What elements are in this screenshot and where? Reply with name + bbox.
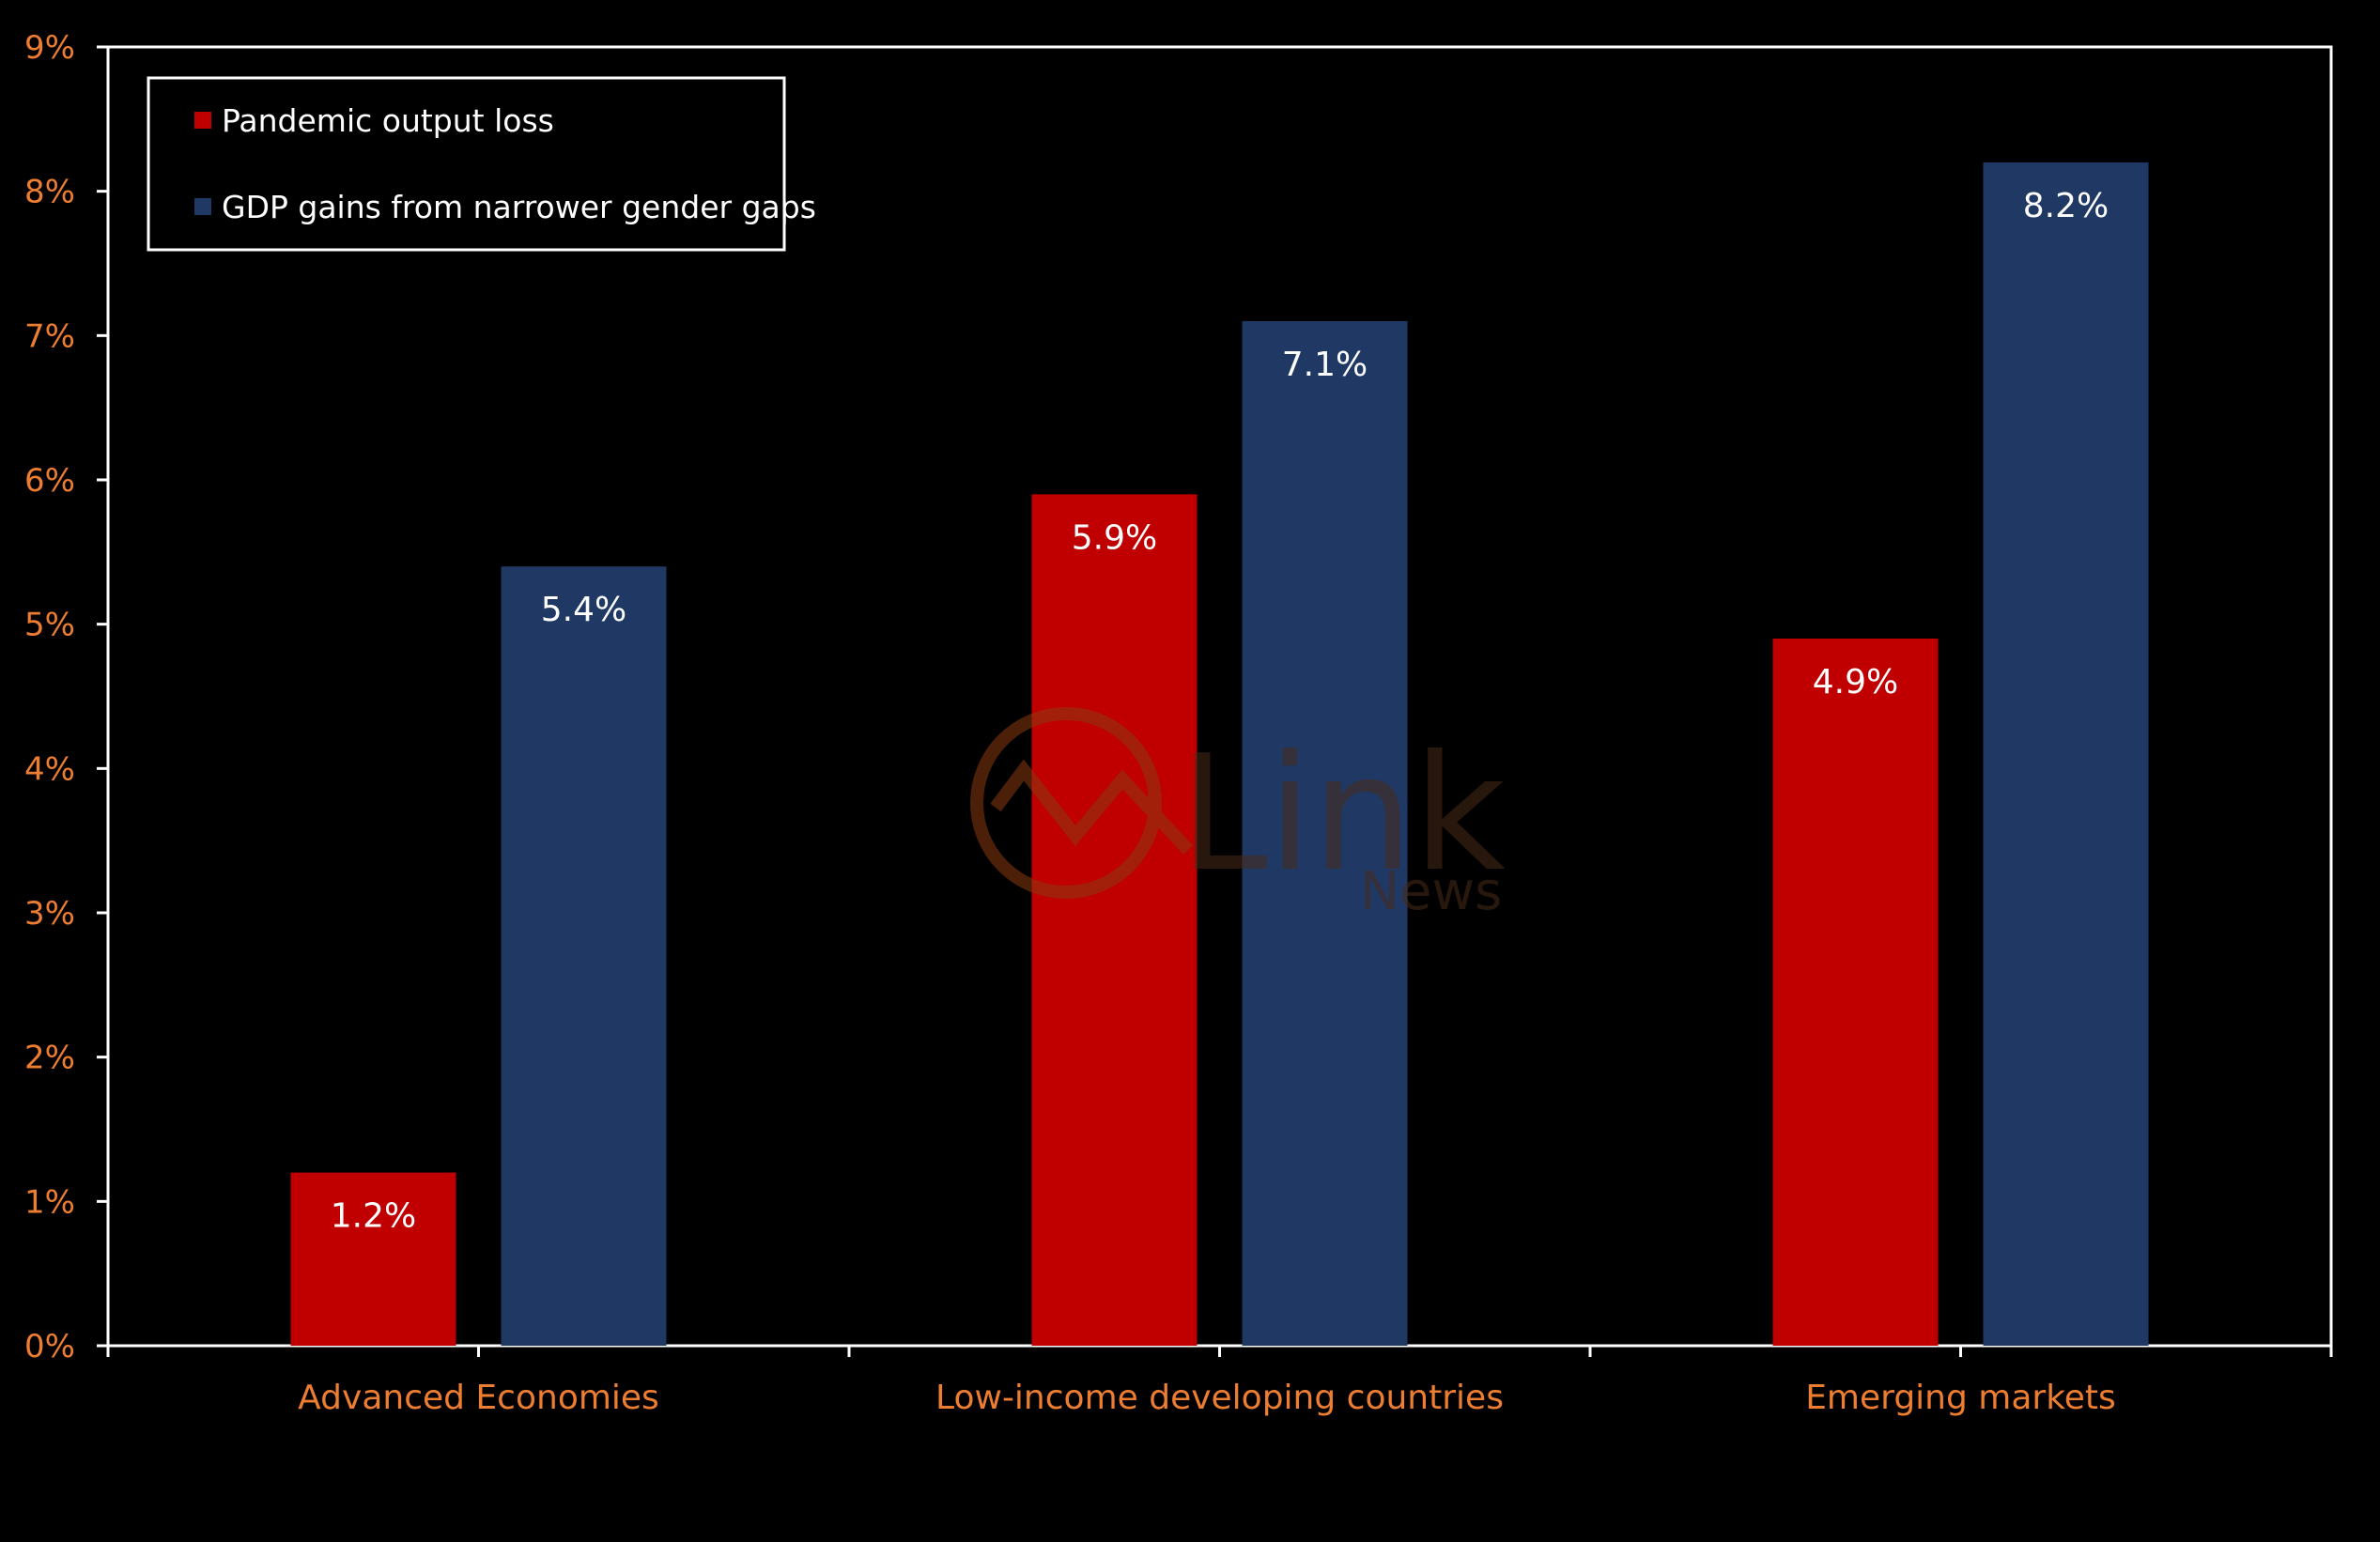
bar <box>1772 639 1939 1346</box>
x-category-label: Emerging markets <box>1805 1379 2116 1417</box>
legend-swatch <box>194 112 211 129</box>
x-category-label: Advanced Economies <box>298 1379 659 1417</box>
watermark: Link News <box>970 707 1506 922</box>
y-tick-label: 6% <box>24 462 75 500</box>
watermark-sub: News <box>1360 861 1502 922</box>
watermark-logo-icon <box>970 707 1162 899</box>
data-label: 5.4% <box>541 591 626 629</box>
data-label: 8.2% <box>2023 187 2109 225</box>
watermark-brand: Link <box>1179 721 1506 907</box>
x-category-label: Low-income developing countries <box>935 1379 1504 1417</box>
y-tick-label: 9% <box>24 29 75 67</box>
y-tick-label: 2% <box>24 1040 75 1077</box>
plot-area: 0% 1% 2% 3% 4% 5% 6% 7% 8% 9% 1.2% 5.4% Advanced Eco… <box>24 29 2333 1417</box>
data-label: 7.1% <box>1282 346 1368 384</box>
bar <box>1983 162 2149 1346</box>
y-tick-label: 5% <box>24 607 75 644</box>
data-label: 5.9% <box>1072 518 1157 557</box>
bar <box>1031 494 1198 1346</box>
y-tick-label: 3% <box>24 895 75 933</box>
data-label: 1.2% <box>331 1197 416 1236</box>
y-tick-label: 0% <box>24 1328 75 1365</box>
legend-label: GDP gains from narrower gender gaps <box>222 189 816 225</box>
legend-swatch <box>194 198 211 215</box>
legend-box <box>147 76 786 252</box>
y-tick-label: 8% <box>24 174 75 211</box>
watermark-chart-icon <box>990 759 1194 855</box>
data-label: 4.9% <box>1813 663 1898 702</box>
bar <box>1242 320 1408 1346</box>
y-tick-label: 7% <box>24 317 75 355</box>
legend-label: Pandemic output loss <box>222 102 554 139</box>
y-tick-label: 1% <box>24 1183 75 1221</box>
legend: Pandemic output loss GDP gains from narro… <box>147 76 816 252</box>
bar <box>290 1172 456 1346</box>
bar <box>501 566 667 1346</box>
y-tick-label: 4% <box>24 750 75 788</box>
